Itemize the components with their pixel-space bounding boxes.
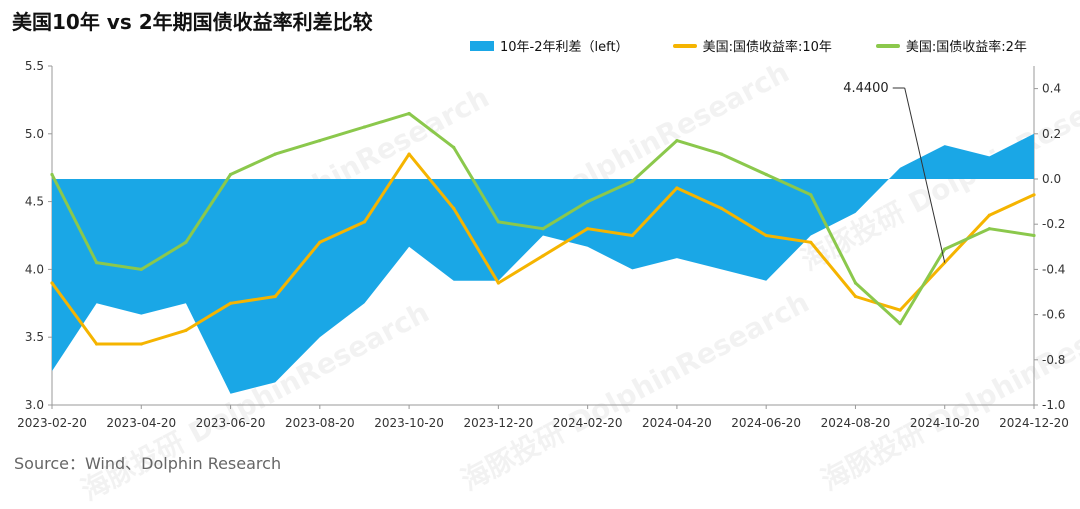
two-year-yield-point [407,111,411,116]
right-tick-label: 0.2 [1042,127,1061,141]
ten-year-yield-point [452,206,456,210]
chart-area: 3.0 3.5 4.0 4.5 5.0 5.5 -1.0 -0.8 -0.6 -0.4 -0.2 0.… [17,59,1069,430]
annotation-leader [904,87,946,263]
ten-year-yield-point [273,294,277,299]
chart-title: 美国10年 vs 2年期国债收益率利差比较 [12,10,373,34]
two-year-yield-point [898,322,902,326]
legend-item-10y: 美国:国债收益率:10年 [672,36,832,55]
x-tick-label: 2023-12-20 [463,416,533,430]
annotation-label: 4.4400 [843,81,889,96]
ten-year-yield-point [675,186,679,190]
x-tick-label: 2023-06-20 [196,416,266,430]
x-tick-label: 2024-04-20 [642,416,712,430]
two-year-yield-point [943,247,947,251]
ten-year-yield-point [184,328,188,332]
ten-year-yield-point [362,220,367,224]
x-tick-label: 2023-04-20 [106,416,176,430]
ten-year-yield-point [987,213,992,217]
right-tick-label: -0.2 [1042,217,1065,231]
left-tick-label: 3.5 [25,330,44,344]
two-year-yield-point [1032,233,1036,238]
legend-item-spread: 10年-2年利差（left） [470,36,629,55]
two-year-yield-point [496,220,500,224]
legend-label-spread: 10年-2年利差（left） [500,40,629,55]
right-tick-label: -0.8 [1042,353,1065,367]
two-year-yield-point [675,139,679,143]
ten-year-yield-point [719,206,724,210]
x-tick-label: 2023-10-20 [374,416,444,430]
legend-item-2y: 美国:国债收益率:2年 [875,36,1027,55]
legend-label-10y: 美国:国债收益率:10年 [702,40,832,55]
ten-year-yield-point [318,240,322,244]
ten-year-yield-point [496,281,500,285]
two-year-yield-point [809,193,813,197]
two-year-yield-point [95,261,99,265]
x-tick-label: 2024-10-20 [910,416,980,430]
two-year-yield-point [541,227,545,231]
two-year-yield-point [586,200,590,204]
two-year-yield-point [318,139,322,143]
two-year-yield-point [452,145,456,149]
right-tick-label: -0.4 [1042,262,1065,276]
two-year-yield-point [50,172,54,177]
x-tick-label: 2024-08-20 [821,416,891,430]
ten-year-yield-point [898,308,902,312]
left-tick-label: 4.5 [25,195,44,209]
legend-label-2y: 美国:国债收益率:2年 [905,40,1027,55]
ten-year-swatch [672,43,697,48]
two-year-yield-point [630,179,634,183]
two-year-swatch [875,43,900,48]
right-tick-label: -0.6 [1042,308,1065,322]
two-year-yield-point [184,240,188,244]
spread-area [52,133,1034,394]
x-tick-label: 2024-06-20 [731,416,801,430]
left-tick-label: 5.5 [25,59,44,73]
two-year-yield-point [719,152,724,156]
source-note: Source：Wind、Dolphin Research [14,454,282,473]
spread-swatch [470,40,494,51]
x-tick-label: 2024-02-20 [553,416,623,430]
left-tick-label: 5.0 [25,127,44,141]
right-tick-label: -1.0 [1042,398,1065,412]
two-year-yield-point [273,152,277,156]
right-tick-label: 0.4 [1042,82,1061,96]
legend: 10年-2年利差（left） 美国:国债收益率:10年 美国:国债收益率:2年 [470,36,1071,55]
ten-year-yield-point [1032,193,1036,197]
x-tick-label: 2024-12-20 [999,416,1069,430]
two-year-yield-point [987,227,992,231]
left-tick-label: 3.0 [25,398,44,412]
ten-year-yield-point [764,233,768,238]
left-tick-label: 4.0 [25,262,44,276]
x-tick-label: 2023-02-20 [17,416,87,430]
two-year-yield-point [139,267,143,271]
ten-year-yield-point [95,342,99,346]
two-year-yield-point [764,172,768,177]
x-tick-label: 2023-08-20 [285,416,355,430]
ten-year-yield-point [541,254,545,258]
ten-year-yield-point [228,301,233,305]
right-tick-label: 0.0 [1042,172,1061,186]
ten-year-yield-point [809,240,813,244]
ten-year-yield-point [407,152,411,156]
ten-year-yield-point [586,227,590,231]
two-year-yield-point [853,281,858,285]
two-year-yield-point [228,172,233,177]
ten-year-yield-point [853,294,858,299]
two-year-yield-point [362,125,367,129]
ten-year-yield-point [50,281,54,285]
ten-year-yield-point [139,342,143,346]
ten-year-yield-point [630,233,634,238]
